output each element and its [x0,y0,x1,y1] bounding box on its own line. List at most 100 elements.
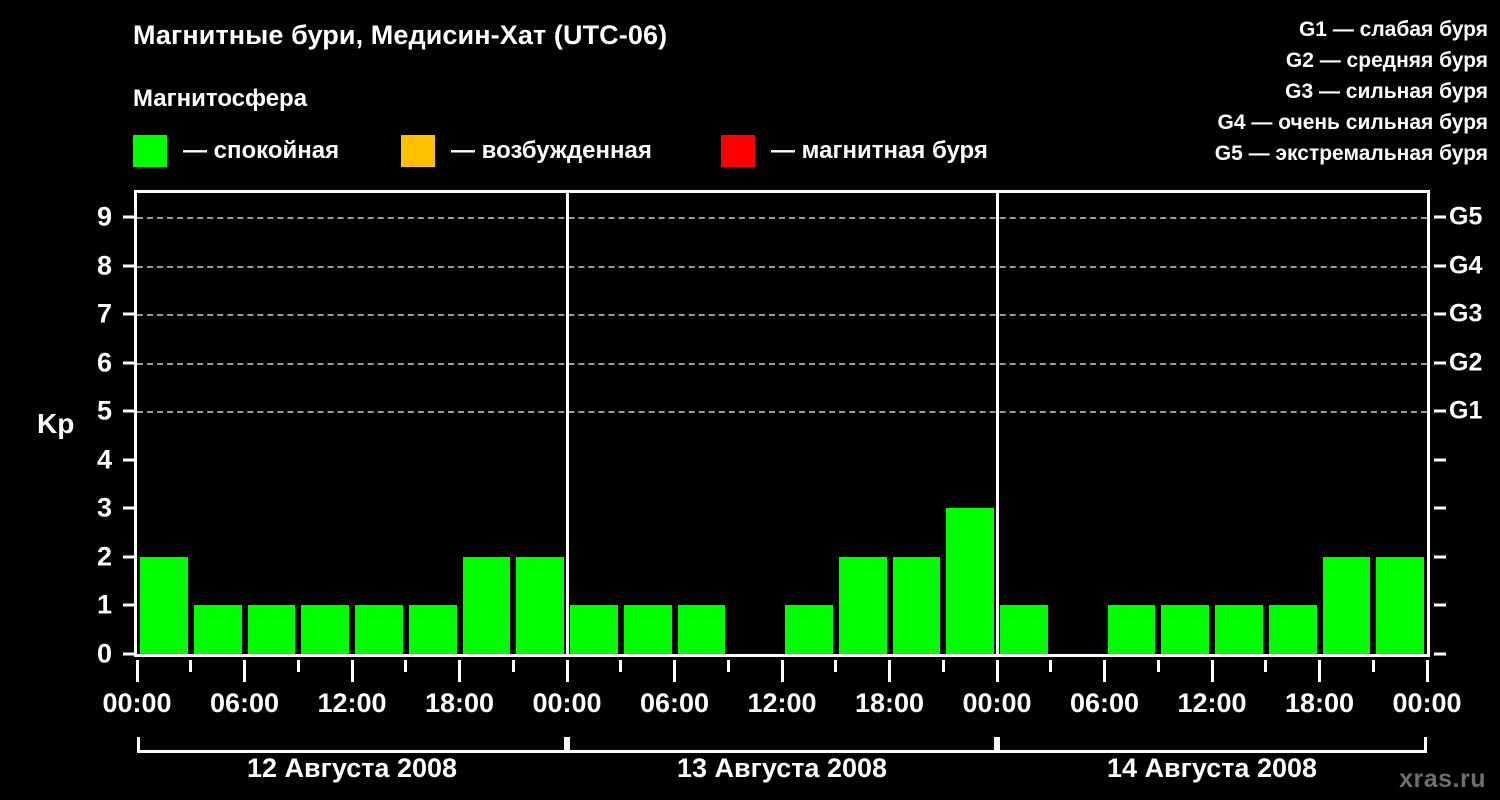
x-tick-mark [1264,660,1268,672]
y-tick-mark-3 [123,506,134,510]
bar [247,605,296,654]
x-tick-mark [565,660,569,682]
y-tick-mark-6 [123,361,134,365]
bar [1215,605,1263,654]
day-label-2: 13 Августа 2008 [676,753,888,783]
y-tick-mark-7 [123,312,134,316]
y-tick-label-8: 8 [96,250,112,281]
x-tick-mark [350,660,354,682]
day-separator [565,193,569,654]
bar [301,605,349,654]
day-bracket-1 [137,737,567,753]
bar [1000,605,1048,654]
plot-area [134,190,1430,657]
day-label-3: 14 Августа 2008 [1106,753,1318,783]
storm-scale-text-G3: G3 — сильная буря [1285,80,1488,103]
x-tick-mark [888,660,891,682]
magnetosphere-legend: — спокойная — возбужденная — магнитная бур… [133,133,1053,169]
day-bracket-3 [997,737,1427,753]
g-tick-label-G3: G3 [1449,299,1483,328]
x-tick-label: 18:00 [1284,688,1355,718]
x-tick-mark [726,660,730,672]
y-tick-mark-1 [123,603,134,607]
bar [892,556,941,654]
y-tick-label-9: 9 [96,201,112,232]
x-tick-mark [404,660,408,672]
legend-item-0: — спокойная [133,133,339,169]
legend-label-0: — спокойная [183,137,340,164]
storm-scale-line-G5: G5 — экстремальная буря [1068,138,1488,169]
bar [408,605,457,654]
storm-scale-legend: G1 — слабая буря G2 — средняя буря G3 — си… [1068,14,1488,169]
g-tick-label-G2: G2 [1449,348,1483,377]
right-tick-mark-9 [1434,215,1446,219]
bar [193,605,242,654]
bar [1161,605,1209,654]
x-tick-label: 00:00 [532,688,602,718]
x-tick-mark [1103,660,1106,682]
x-tick-mark [619,660,623,672]
legend-item-1: — возбужденная [401,133,652,169]
x-tick-mark [941,660,945,672]
legend-swatch-0 [133,135,167,167]
y-tick-label-4: 4 [96,444,112,475]
x-tick-mark [673,660,676,682]
storm-scale-text-G1: G1 — слабая буря [1298,18,1488,41]
x-tick-mark [1156,660,1160,672]
y-tick-mark-0 [123,652,134,656]
storm-scale-line-G4: G4 — очень сильная буря [1068,107,1488,138]
g-tick-label-G1: G1 [1449,396,1483,425]
watermark: xras.ru [1399,765,1486,793]
gridline-kp-6 [137,362,1427,365]
y-tick-mark-4 [123,458,134,462]
bar [838,556,887,654]
bar [677,605,726,654]
y-tick-label-1: 1 [96,589,112,620]
right-tick-mark-0 [1434,652,1446,656]
y-tick-label-0: 0 [96,638,112,669]
x-tick-mark [458,660,461,682]
x-tick-label: 06:00 [639,688,710,718]
bar [570,605,618,654]
page-title: Магнитные бури, Медисин-Хат (UTC-06) [133,20,668,50]
bar [140,556,188,654]
storm-scale-text-G4: G4 — очень сильная буря [1217,111,1488,134]
x-tick-mark [1049,660,1053,672]
x-tick-mark [1210,660,1214,682]
bar [1376,556,1424,654]
x-tick-label: 00:00 [1392,688,1462,718]
y-tick-label-7: 7 [96,298,112,329]
gridline-kp-5 [137,411,1427,414]
x-tick-label: 06:00 [1069,688,1140,718]
g-tick-label-G5: G5 [1449,202,1483,231]
x-tick-mark [296,660,300,672]
storm-scale-line-G1: G1 — слабая буря [1068,14,1488,45]
right-tick-mark-1 [1434,603,1446,607]
legend-heading: Магнитосфера [133,85,308,112]
right-tick-mark-7 [1434,312,1446,316]
legend-swatch-2 [721,135,755,167]
bar [462,556,511,654]
legend-swatch-1 [401,135,435,167]
y-tick-mark-8 [123,264,134,268]
right-tick-mark-2 [1434,555,1446,559]
x-tick-mark [243,660,246,682]
x-tick-label: 00:00 [962,688,1032,718]
plot-inner [137,193,1427,654]
right-tick-mark-3 [1434,506,1446,510]
day-separator [995,193,999,654]
bar [1107,605,1156,654]
x-tick-mark [1425,660,1429,682]
x-tick-label: 12:00 [317,688,387,718]
x-tick-label: 00:00 [102,688,172,718]
bar [1268,605,1317,654]
bar [516,556,564,654]
bar [355,605,403,654]
x-tick-mark [834,660,838,672]
gridline-kp-8 [137,265,1427,268]
x-tick-mark [189,660,193,672]
y-tick-mark-9 [123,215,134,219]
right-tick-mark-8 [1434,264,1446,268]
storm-scale-line-G3: G3 — сильная буря [1068,76,1488,107]
